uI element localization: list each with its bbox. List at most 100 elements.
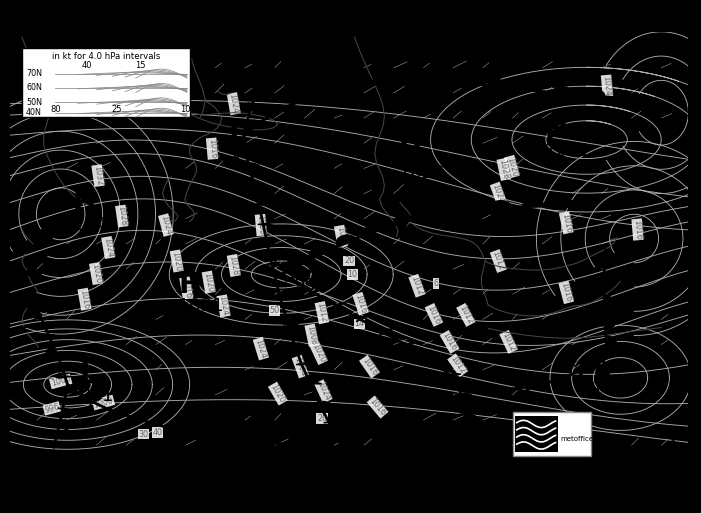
Text: L: L: [592, 354, 610, 382]
Text: 1024: 1024: [254, 338, 268, 360]
Bar: [22, 48, 190, 117]
Text: 1020: 1020: [90, 263, 102, 284]
Polygon shape: [244, 435, 250, 444]
Text: 1041: 1041: [73, 216, 118, 234]
Polygon shape: [243, 163, 260, 166]
Polygon shape: [54, 426, 68, 430]
Polygon shape: [606, 337, 616, 350]
Text: 1020: 1020: [311, 342, 327, 364]
Text: 1000: 1000: [93, 396, 114, 409]
Polygon shape: [604, 295, 614, 309]
Text: 1028: 1028: [497, 159, 510, 180]
Polygon shape: [272, 437, 277, 447]
Polygon shape: [217, 432, 224, 441]
Text: 25: 25: [111, 105, 122, 113]
Polygon shape: [266, 264, 283, 266]
Polygon shape: [114, 407, 124, 415]
Text: 1020: 1020: [269, 383, 287, 405]
Polygon shape: [604, 275, 614, 289]
Text: ×: ×: [374, 143, 385, 156]
Text: ×: ×: [520, 121, 531, 133]
Text: 6: 6: [433, 279, 438, 288]
Polygon shape: [267, 105, 285, 116]
Text: 1031: 1031: [178, 297, 224, 315]
Polygon shape: [277, 303, 294, 306]
Text: 1024: 1024: [217, 295, 230, 317]
Polygon shape: [253, 203, 270, 206]
Text: L: L: [229, 118, 247, 146]
Text: 1012: 1012: [335, 226, 347, 247]
Text: ×: ×: [269, 255, 280, 268]
Text: 1016: 1016: [426, 304, 442, 326]
Polygon shape: [325, 85, 344, 93]
Text: 1029: 1029: [399, 164, 444, 182]
Text: 1016: 1016: [441, 331, 458, 353]
Text: 50N: 50N: [26, 98, 42, 107]
Text: 60N: 60N: [26, 84, 42, 92]
Text: ×: ×: [568, 359, 578, 372]
Polygon shape: [244, 121, 261, 132]
Text: 1012: 1012: [501, 331, 517, 353]
Text: 1006: 1006: [592, 380, 637, 398]
Text: 1016: 1016: [368, 397, 388, 418]
Text: 1: 1: [669, 439, 677, 452]
Polygon shape: [28, 305, 41, 319]
Polygon shape: [356, 315, 370, 322]
Text: 1024: 1024: [315, 380, 332, 402]
Polygon shape: [259, 63, 274, 68]
Polygon shape: [555, 200, 577, 207]
Polygon shape: [294, 93, 313, 103]
Polygon shape: [458, 204, 479, 212]
Polygon shape: [421, 75, 442, 82]
Text: 20: 20: [344, 256, 354, 266]
Text: 1024: 1024: [228, 93, 240, 114]
Polygon shape: [309, 247, 329, 259]
Text: 1016: 1016: [353, 293, 368, 314]
Text: in kt for 4.0 hPa intervals: in kt for 4.0 hPa intervals: [52, 52, 161, 61]
Polygon shape: [258, 223, 275, 226]
Text: 30: 30: [139, 429, 149, 439]
Text: 1020: 1020: [505, 156, 519, 177]
Text: 1016: 1016: [79, 288, 90, 310]
Polygon shape: [356, 79, 376, 87]
Text: 80: 80: [50, 105, 61, 113]
Text: 996: 996: [43, 402, 60, 415]
Polygon shape: [604, 255, 615, 268]
Polygon shape: [164, 422, 172, 430]
Polygon shape: [487, 80, 508, 87]
Polygon shape: [576, 368, 582, 378]
Text: 1024: 1024: [601, 75, 612, 96]
Text: 14: 14: [354, 320, 365, 328]
Text: 1012: 1012: [409, 275, 425, 297]
Polygon shape: [57, 408, 72, 412]
Text: 1008: 1008: [256, 214, 266, 235]
Text: ×: ×: [48, 195, 59, 208]
Text: ×: ×: [55, 365, 66, 379]
Polygon shape: [444, 373, 461, 377]
Text: 1016: 1016: [632, 219, 643, 240]
Text: 1016: 1016: [180, 278, 192, 299]
Text: 40N: 40N: [26, 108, 42, 117]
Polygon shape: [519, 83, 540, 91]
Text: 40: 40: [153, 428, 163, 437]
Text: 10: 10: [348, 270, 358, 279]
Text: 1016: 1016: [360, 356, 379, 378]
Text: H: H: [545, 116, 568, 144]
Polygon shape: [394, 215, 415, 225]
Text: L: L: [294, 250, 311, 279]
Text: metoffice.gov: metoffice.gov: [560, 437, 608, 442]
Text: 1016: 1016: [559, 282, 573, 303]
Polygon shape: [597, 356, 605, 365]
Text: 1028: 1028: [228, 255, 240, 276]
Text: 15: 15: [135, 61, 146, 70]
Text: 1012: 1012: [457, 304, 475, 326]
Polygon shape: [286, 275, 300, 282]
Polygon shape: [271, 284, 288, 286]
Text: 1000: 1000: [50, 374, 72, 388]
Polygon shape: [262, 244, 279, 246]
Text: H: H: [399, 138, 422, 166]
Polygon shape: [426, 208, 447, 218]
Polygon shape: [365, 224, 385, 235]
Text: 1008: 1008: [306, 324, 318, 346]
Polygon shape: [263, 43, 278, 48]
